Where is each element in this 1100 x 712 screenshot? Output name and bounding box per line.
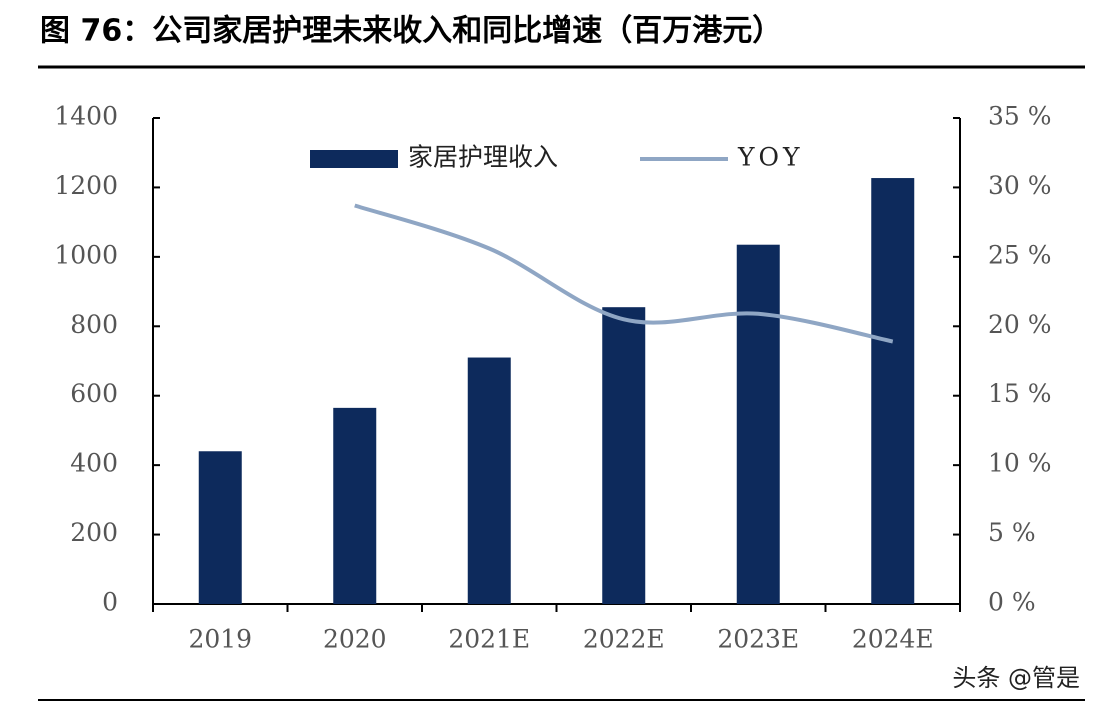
y-tick-label: 200 xyxy=(70,518,118,547)
y-tick-label: 1200 xyxy=(54,171,118,200)
legend-swatch xyxy=(310,150,398,168)
y-tick-label: 600 xyxy=(70,379,118,408)
bar xyxy=(871,178,915,604)
x-tick-label: 2019 xyxy=(188,625,252,654)
y-tick-label: 400 xyxy=(70,449,118,478)
y2-tick-label: 30 % xyxy=(988,171,1052,200)
y2-tick-label: 0 % xyxy=(988,588,1036,617)
y-tick-label: 1400 xyxy=(54,102,118,131)
y2-tick-label: 35 % xyxy=(988,102,1052,131)
x-tick-label: 2023E xyxy=(717,625,799,654)
bar xyxy=(198,451,242,604)
legend-label: YOY xyxy=(737,143,804,172)
x-tick-label: 2022E xyxy=(583,625,665,654)
bar xyxy=(736,244,780,604)
y-tick-label: 800 xyxy=(70,310,118,339)
y2-tick-label: 5 % xyxy=(988,518,1036,547)
bar xyxy=(333,407,377,604)
y-tick-label: 1000 xyxy=(54,240,118,269)
y2-tick-label: 25 % xyxy=(988,240,1052,269)
legend-label: 家居护理收入 xyxy=(408,143,558,172)
x-tick-label: 2020 xyxy=(323,625,387,654)
x-tick-label: 2024E xyxy=(852,625,934,654)
y2-tick-label: 15 % xyxy=(988,379,1052,408)
y2-tick-label: 20 % xyxy=(988,310,1052,339)
x-tick-label: 2021E xyxy=(448,625,530,654)
y2-tick-label: 10 % xyxy=(988,449,1052,478)
bar xyxy=(602,307,646,604)
bar xyxy=(467,357,511,604)
watermark: 头条 @管是 xyxy=(952,664,1080,692)
chart-title: 图 76：公司家居护理未来收入和同比增速（百万港元） xyxy=(40,14,782,49)
y-tick-label: 0 xyxy=(102,588,118,617)
line xyxy=(354,203,894,344)
